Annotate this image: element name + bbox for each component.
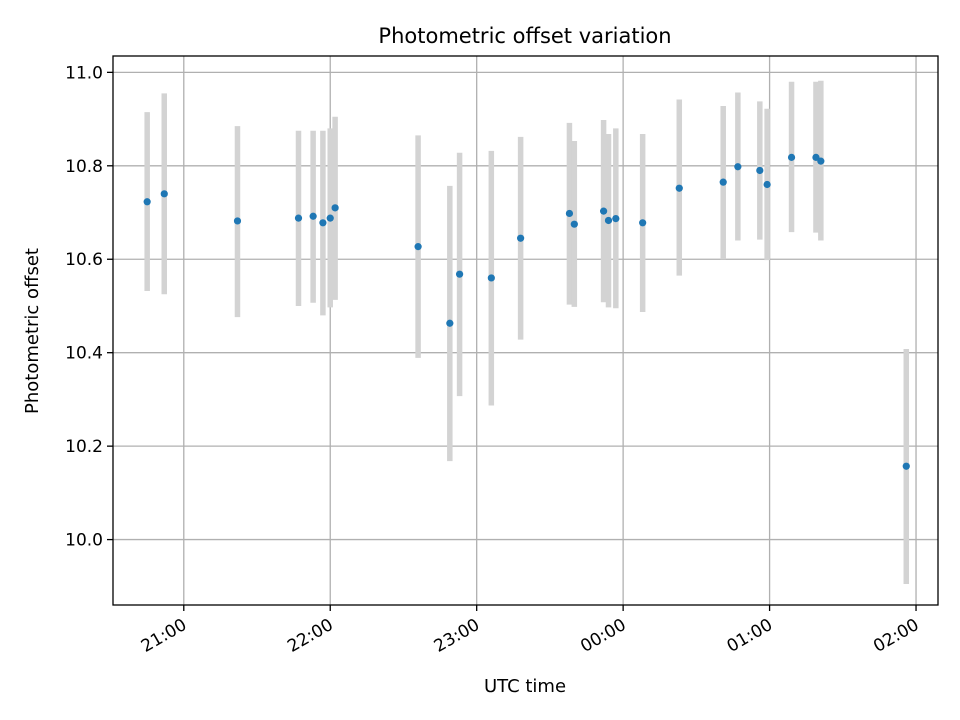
data-point — [143, 198, 151, 206]
chart-title: Photometric offset variation — [378, 24, 671, 48]
data-point — [446, 319, 454, 327]
data-point — [487, 274, 495, 282]
x-axis-title: UTC time — [484, 676, 566, 697]
data-point — [160, 190, 168, 198]
data-point — [319, 219, 327, 227]
data-point — [517, 234, 525, 242]
x-tick-label: 21:00 — [138, 615, 190, 657]
data-point — [734, 163, 742, 171]
x-tick-label: 00:00 — [577, 615, 629, 657]
data-point — [414, 243, 422, 251]
y-tick-label: 10.2 — [65, 437, 103, 457]
data-point — [639, 219, 647, 227]
data-point — [600, 207, 608, 215]
data-point — [326, 214, 334, 222]
data-point — [455, 270, 464, 278]
x-tick-label: 22:00 — [284, 615, 336, 657]
y-tick-label: 10.6 — [65, 250, 103, 270]
x-tick-label: 01:00 — [724, 615, 776, 657]
data-point — [331, 204, 339, 212]
data-point — [604, 216, 613, 225]
y-tick-label: 11.0 — [65, 63, 103, 83]
data-point — [812, 153, 820, 161]
data-point — [565, 209, 574, 218]
data-point — [817, 157, 825, 165]
plot-frame — [112, 55, 939, 606]
data-point — [719, 178, 727, 186]
data-point — [763, 180, 771, 189]
point-layer — [143, 153, 910, 470]
y-tick-label: 10.4 — [65, 344, 103, 364]
y-tick-label: 10.8 — [65, 157, 103, 177]
data-point — [294, 214, 303, 222]
data-point — [570, 220, 578, 228]
data-point — [612, 214, 620, 223]
data-point — [787, 153, 796, 161]
data-point — [233, 217, 242, 225]
y-tick-label: 10.0 — [65, 531, 103, 551]
x-tick-label: 02:00 — [870, 615, 922, 657]
data-point — [309, 212, 317, 220]
y-axis-title: Photometric offset — [22, 248, 43, 414]
x-tick-label: 23:00 — [431, 615, 483, 657]
data-point — [756, 166, 764, 175]
grid-layer — [113, 56, 938, 605]
data-point — [902, 462, 910, 470]
data-point — [675, 184, 683, 192]
